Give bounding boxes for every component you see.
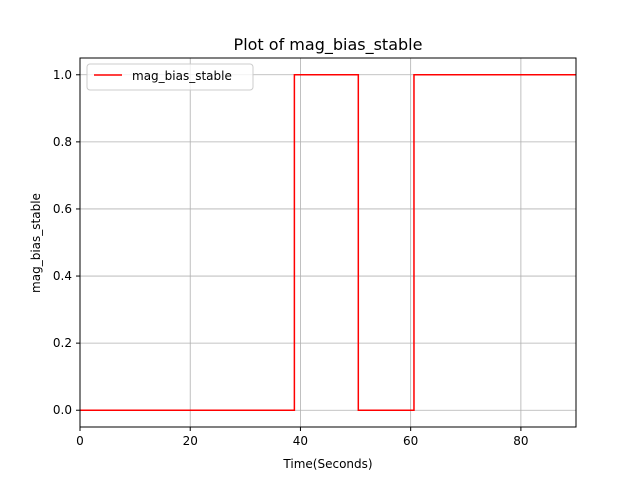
x-tick-label: 60 (403, 434, 418, 448)
plot-area (80, 58, 576, 427)
y-tick-label: 0.8 (53, 135, 72, 149)
y-tick-label: 1.0 (53, 68, 72, 82)
y-tick-label: 0.6 (53, 202, 72, 216)
y-axis-label: mag_bias_stable (29, 193, 43, 293)
x-tick-label: 40 (293, 434, 308, 448)
x-tick-label: 0 (76, 434, 84, 448)
x-tick-label: 80 (513, 434, 528, 448)
y-tick-label: 0.0 (53, 403, 72, 417)
x-tick-label: 20 (183, 434, 198, 448)
series-layer (80, 74, 576, 411)
legend-box (86, 63, 254, 91)
x-axis-ticks: 0 20 40 60 80 (76, 427, 529, 448)
legend: mag_bias_stable (86, 63, 254, 91)
y-axis-ticks: 0.0 0.2 0.4 0.6 0.8 1.0 (53, 68, 80, 417)
legend-label: mag_bias_stable (132, 69, 232, 83)
y-tick-label: 0.2 (53, 336, 72, 350)
plot-frame (79, 57, 577, 428)
chart-title: Plot of mag_bias_stable (234, 35, 423, 55)
x-axis-label: Time(Seconds) (282, 457, 372, 471)
y-tick-label: 0.4 (53, 269, 72, 283)
series-line-mag_bias_stable (80, 74, 576, 411)
